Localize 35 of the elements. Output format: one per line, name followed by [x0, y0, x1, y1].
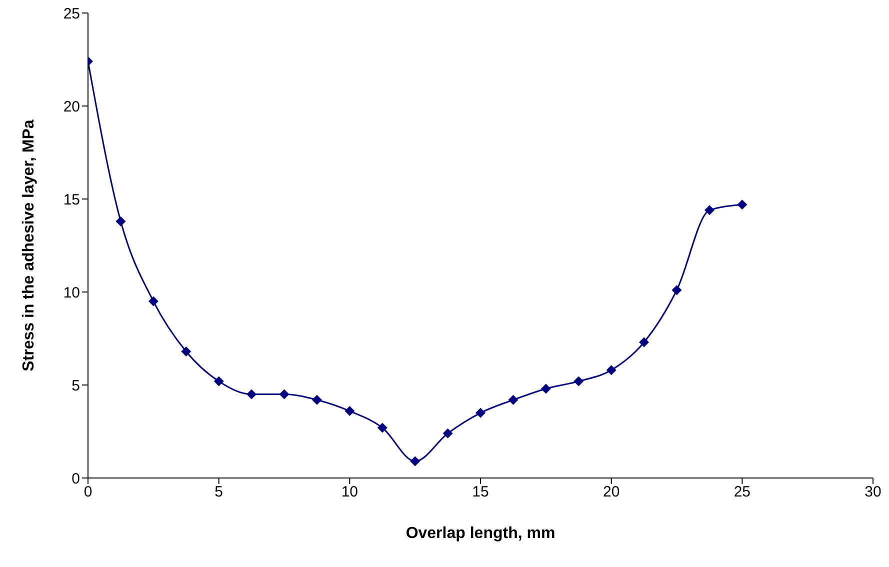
x-tick-label: 25	[734, 484, 751, 501]
y-tick-label: 10	[63, 284, 80, 302]
x-tick-label: 30	[864, 484, 882, 501]
point	[639, 337, 650, 348]
point	[148, 296, 158, 306]
point	[279, 389, 290, 400]
x-tick-label: 5	[214, 484, 224, 501]
point	[410, 456, 420, 466]
point	[672, 285, 682, 296]
x-tick-label: 10	[341, 484, 358, 501]
x-tick-label: 0	[84, 484, 92, 501]
point	[540, 384, 551, 394]
point	[508, 394, 518, 405]
point	[377, 422, 388, 433]
x-tick-label: 20	[602, 484, 620, 501]
y-tick-label: 0	[72, 470, 80, 488]
point	[476, 408, 486, 418]
point	[442, 428, 453, 438]
point	[116, 216, 126, 226]
x-tick-label: 15	[472, 484, 489, 501]
point	[246, 389, 257, 400]
point	[606, 365, 616, 376]
point	[704, 205, 714, 216]
point	[737, 200, 748, 210]
y-tick-label: 15	[63, 191, 80, 208]
point	[312, 394, 322, 405]
y-tick-label: 5	[72, 377, 80, 394]
point	[214, 376, 224, 386]
x-axis-title: Overlap length, mm	[406, 525, 556, 542]
y-axis-title: Stress in the adhesive layer, MPa	[20, 120, 38, 372]
point	[574, 376, 584, 386]
y-tick-label: 25	[63, 5, 80, 22]
y-tick-label: 20	[63, 98, 80, 116]
point	[181, 346, 192, 357]
point	[344, 406, 355, 416]
